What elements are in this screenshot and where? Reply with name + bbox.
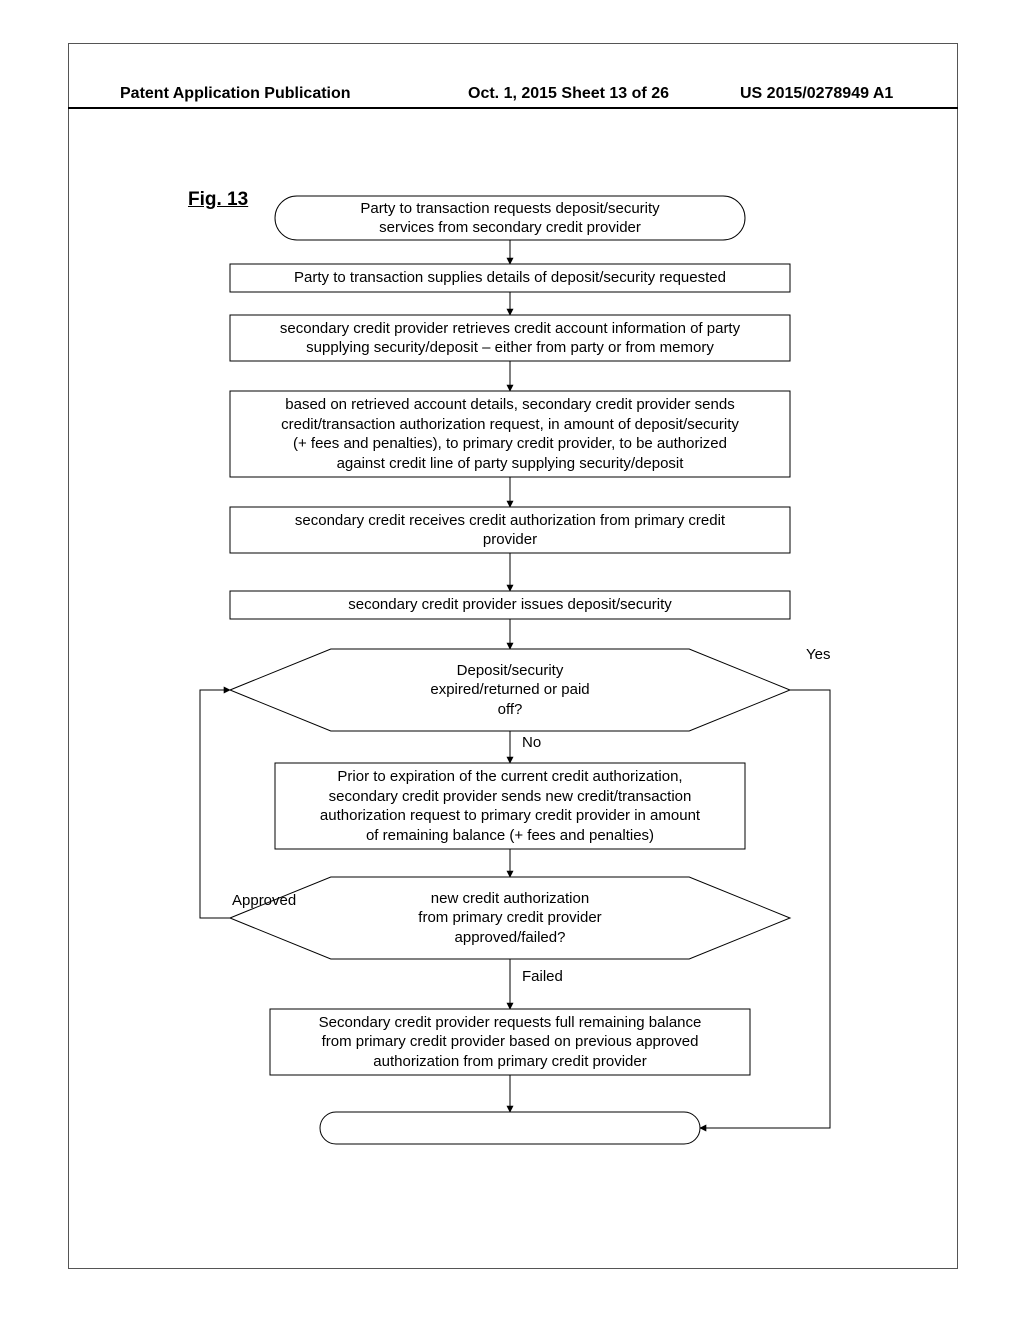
flow-node-n6: Prior to expiration of the current credi… — [275, 763, 745, 849]
page: Patent Application Publication Oct. 1, 2… — [0, 0, 1024, 1320]
flow-node-n1: Party to transaction supplies details of… — [230, 264, 790, 292]
flow-node-n2: secondary credit provider retrieves cred… — [230, 315, 790, 361]
flow-node-n4: secondary credit receives credit authori… — [230, 507, 790, 553]
flow-node-n0: Party to transaction requests deposit/se… — [275, 196, 745, 240]
edge-label: Approved — [232, 892, 296, 909]
edge-label: Failed — [522, 968, 563, 985]
flow-node-n5: secondary credit provider issues deposit… — [230, 591, 790, 619]
flow-node-d2: new credit authorizationfrom primary cre… — [230, 877, 790, 959]
flow-node-d1: Deposit/securityexpired/returned or paid… — [230, 649, 790, 731]
flow-node-n3: based on retrieved account details, seco… — [230, 391, 790, 477]
edge-label: No — [522, 734, 541, 751]
edge-label: Yes — [806, 646, 830, 663]
flow-node-n7: Secondary credit provider requests full … — [270, 1009, 750, 1075]
